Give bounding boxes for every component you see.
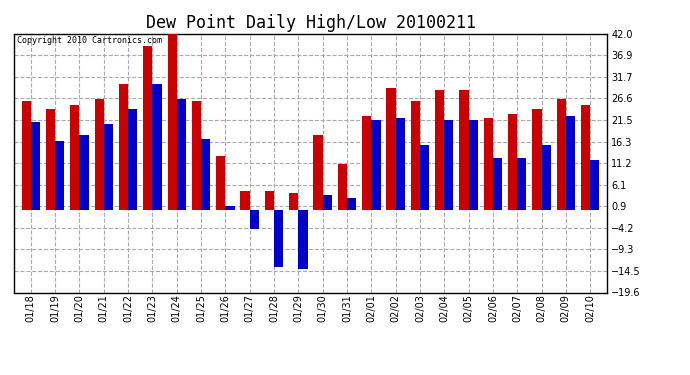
Bar [411,101,420,210]
Bar [168,34,177,210]
Bar [542,145,551,210]
Bar [104,124,113,210]
Bar [581,105,590,210]
Bar [566,116,575,210]
Bar [152,84,161,210]
Bar [557,99,566,210]
Bar [201,139,210,210]
Bar [274,210,284,267]
Bar [444,120,453,210]
Bar [226,206,235,210]
Bar [31,122,40,210]
Text: Copyright 2010 Cartronics.com: Copyright 2010 Cartronics.com [17,36,161,45]
Bar [435,90,444,210]
Bar [484,118,493,210]
Bar [216,156,226,210]
Bar [493,158,502,210]
Bar [347,198,356,210]
Bar [265,191,274,210]
Bar [469,120,477,210]
Bar [144,46,152,210]
Bar [177,99,186,210]
Bar [119,84,128,210]
Bar [250,210,259,229]
Bar [337,164,347,210]
Bar [298,210,308,269]
Bar [362,116,371,210]
Bar [590,160,600,210]
Bar [192,101,201,210]
Bar [508,114,518,210]
Bar [395,118,405,210]
Bar [532,110,542,210]
Bar [240,191,250,210]
Bar [95,99,103,210]
Bar [386,88,395,210]
Bar [420,145,429,210]
Bar [289,194,298,210]
Bar [79,135,89,210]
Bar [70,105,79,210]
Bar [518,158,526,210]
Bar [46,110,55,210]
Bar [313,135,323,210]
Title: Dew Point Daily High/Low 20100211: Dew Point Daily High/Low 20100211 [146,14,475,32]
Bar [21,101,31,210]
Bar [55,141,64,210]
Bar [323,195,332,210]
Bar [371,120,381,210]
Bar [460,90,469,210]
Bar [128,110,137,210]
